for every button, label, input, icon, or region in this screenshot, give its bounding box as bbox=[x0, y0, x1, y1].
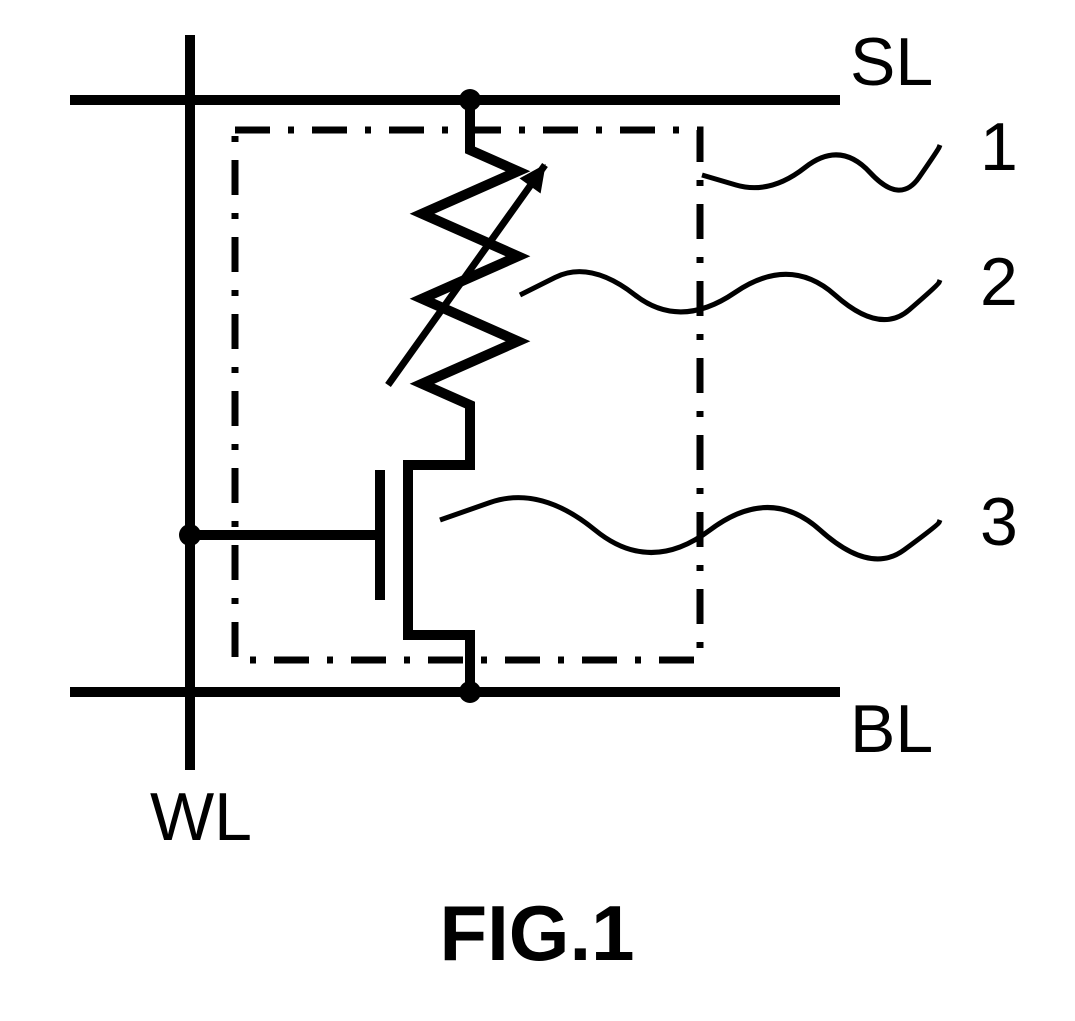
bl-label: BL bbox=[850, 691, 933, 767]
figure-caption: FIG.1 bbox=[439, 889, 634, 977]
transistor-drain bbox=[408, 440, 470, 470]
junction-dot bbox=[459, 89, 481, 111]
callout-leader bbox=[520, 272, 940, 320]
callout-number: 3 bbox=[980, 484, 1018, 560]
circuit-diagram: SL BL WL 1 2 3 FIG.1 bbox=[0, 0, 1075, 1021]
callout-leader bbox=[702, 145, 940, 190]
sl-label: SL bbox=[850, 24, 933, 100]
transistor-source bbox=[408, 600, 470, 692]
junction-dot bbox=[179, 524, 201, 546]
callout-number: 1 bbox=[980, 109, 1018, 185]
wl-label: WL bbox=[150, 779, 252, 855]
memory-cell-boundary bbox=[235, 130, 700, 660]
callout-number: 2 bbox=[980, 244, 1018, 320]
callout-leader bbox=[440, 498, 940, 559]
junction-dot bbox=[459, 681, 481, 703]
